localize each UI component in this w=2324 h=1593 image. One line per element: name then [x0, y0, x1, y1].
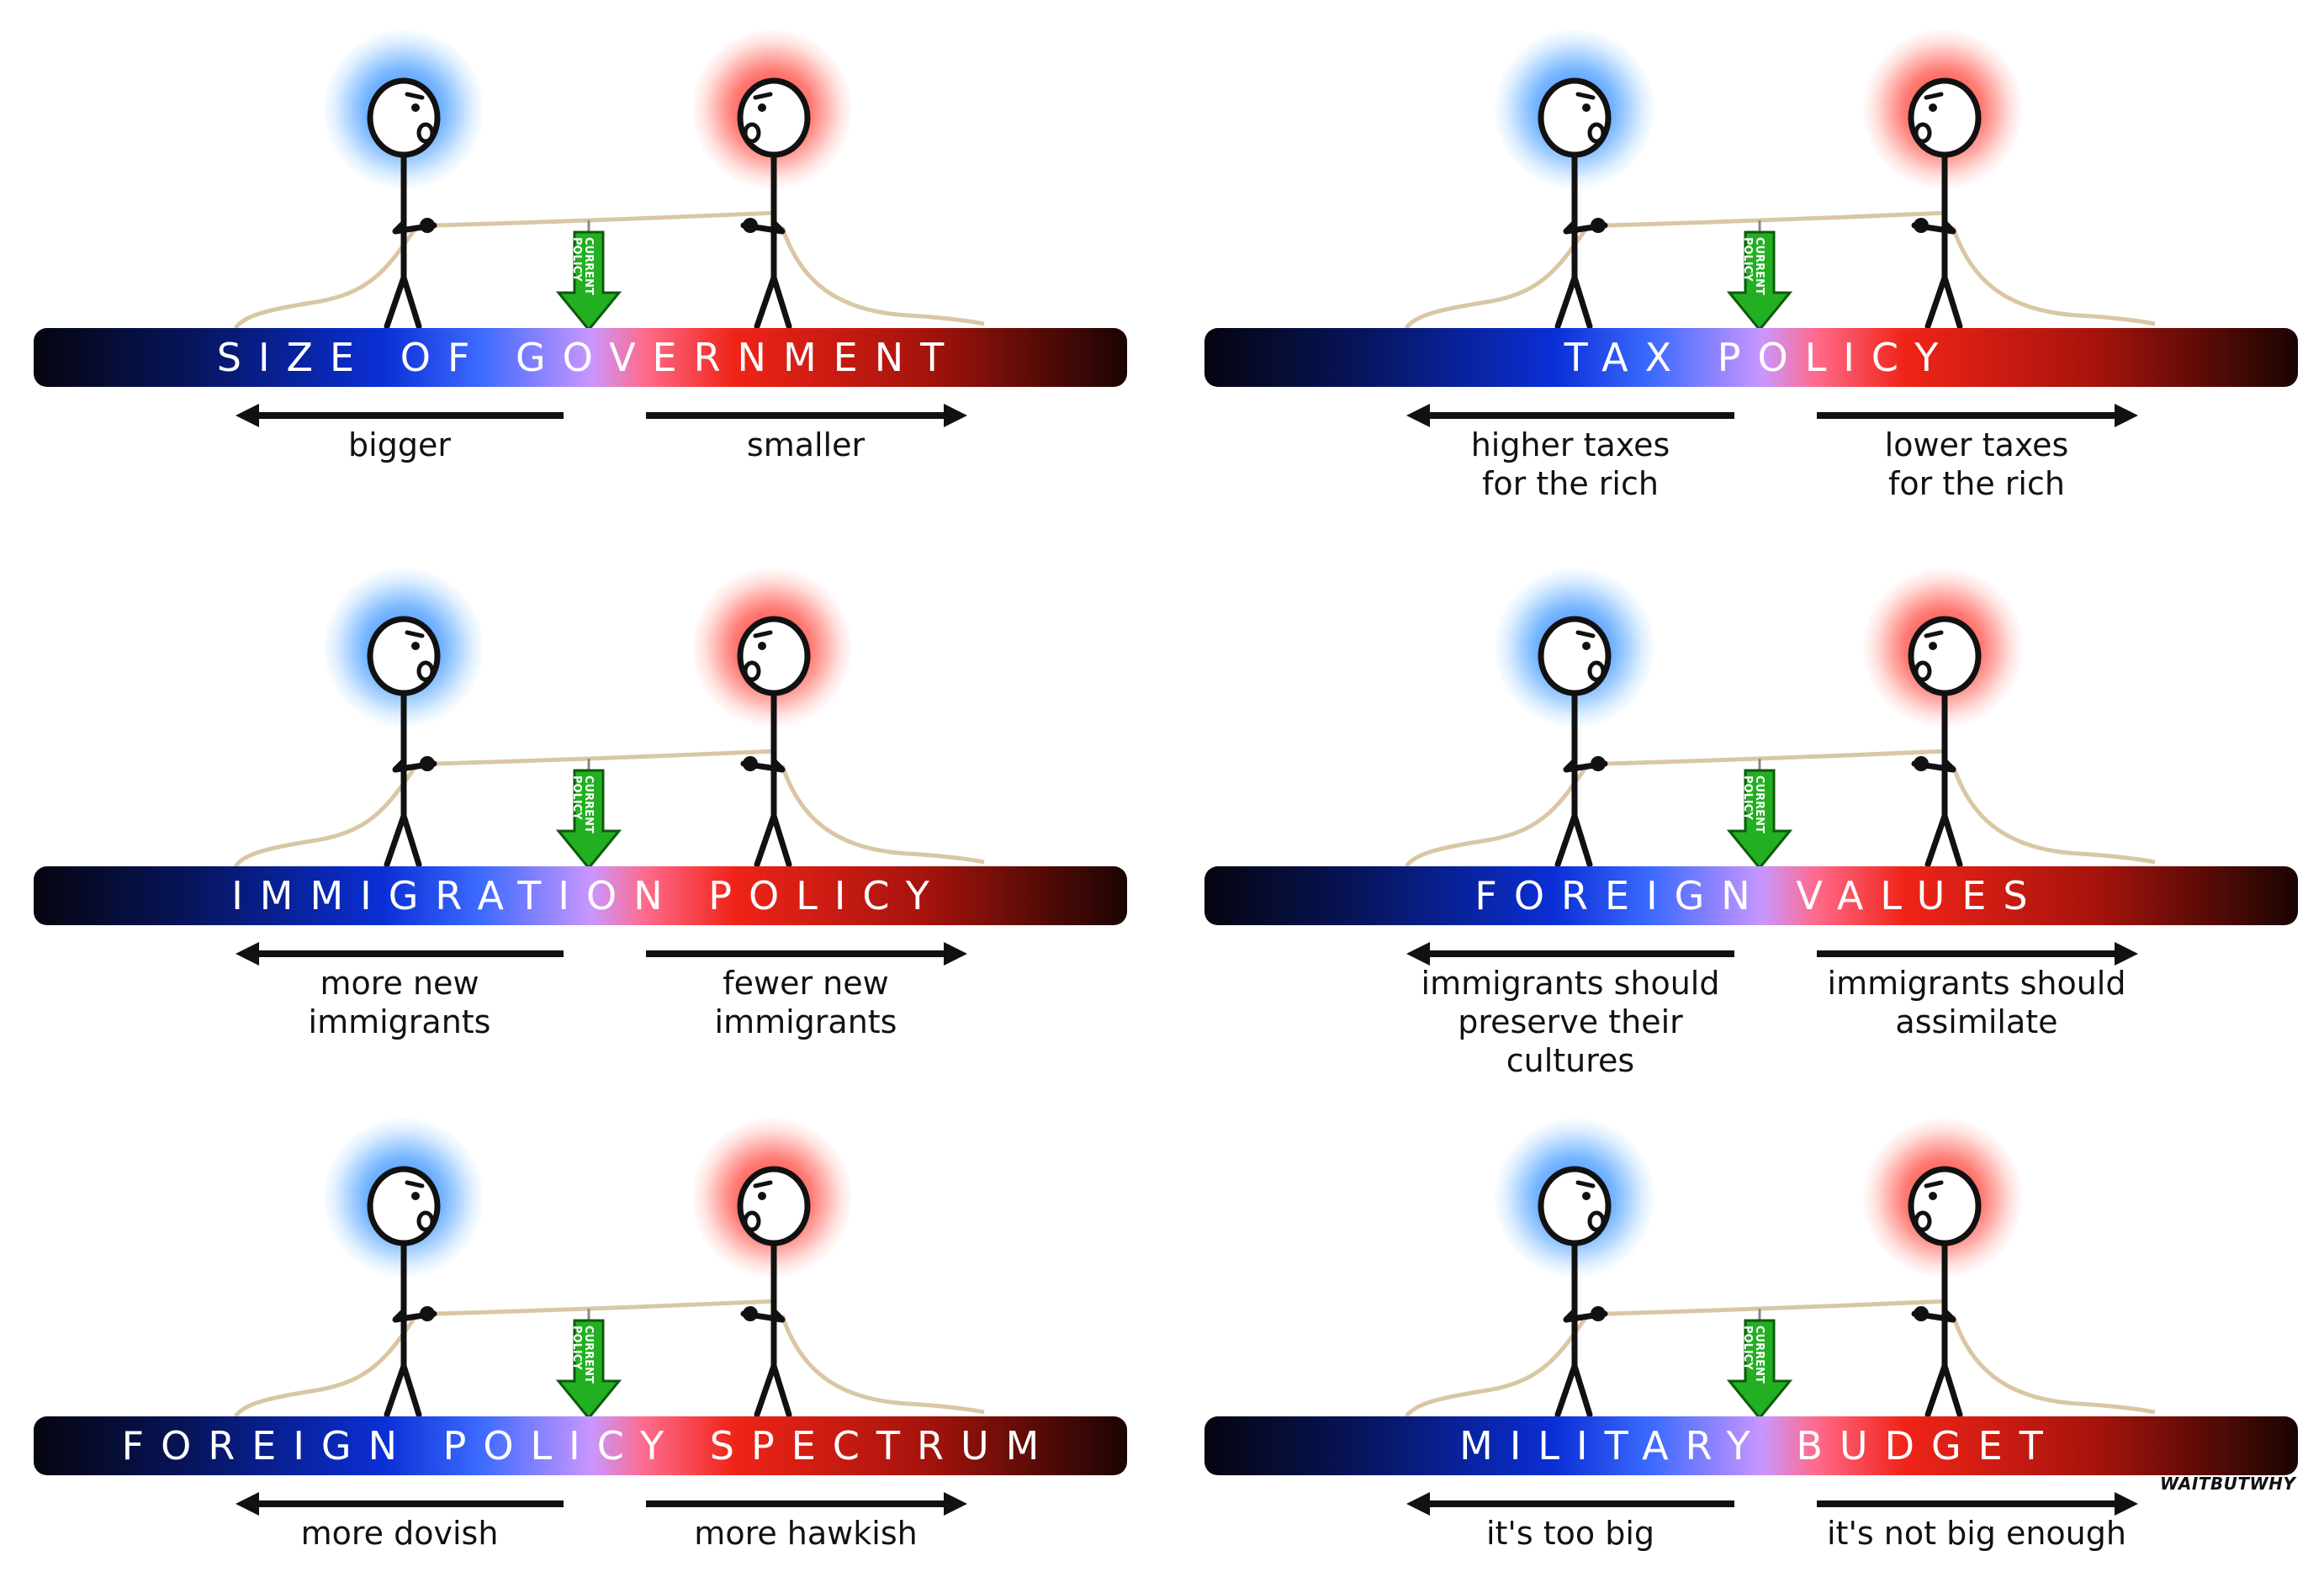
spectrum-bar: IMMIGRATION POLICY	[34, 866, 1127, 925]
right-direction-arrow-icon	[1817, 1492, 2138, 1516]
spectrum-panel: CURRENTPOLICY FOREIGN POLICY SPECTRUM more…	[34, 1088, 1127, 1593]
right-direction-arrow-icon	[1817, 942, 2138, 966]
rope	[435, 210, 776, 228]
spectrum-bar: FOREIGN VALUES	[1204, 866, 2298, 925]
right-position-label: fewer new immigrants	[714, 965, 897, 1040]
right-stick-figure	[1908, 77, 1982, 330]
right-position-label: it's not big enough	[1827, 1515, 2126, 1552]
spectrum-panel: CURRENTPOLICY SIZE OF GOVERNMENT bigger sma…	[34, 0, 1127, 505]
left-position-label: more dovish	[300, 1515, 499, 1552]
right-stick-figure	[737, 616, 811, 868]
right-direction-arrow-icon	[1817, 404, 2138, 427]
right-stick-figure	[1908, 1166, 1982, 1418]
spectrum-bar: SIZE OF GOVERNMENT	[34, 328, 1127, 387]
left-position-label: immigrants should preserve their culture…	[1421, 965, 1720, 1079]
left-direction-arrow-icon	[236, 942, 564, 966]
right-position-label: lower taxes for the rich	[1884, 426, 2069, 502]
rope-slack-right	[1951, 226, 2156, 326]
rope-slack-left	[233, 764, 419, 868]
spectrum-title: FOREIGN POLICY SPECTRUM	[121, 1423, 1056, 1469]
right-stick-figure	[1908, 616, 1982, 868]
current-policy-arrow-icon: CURRENTPOLICY	[555, 759, 622, 871]
right-position-label: more hawkish	[694, 1515, 918, 1552]
left-stick-figure	[367, 77, 441, 330]
left-stick-figure	[367, 616, 441, 868]
spectrum-bar: FOREIGN POLICY SPECTRUM	[34, 1416, 1127, 1475]
spectrum-bar: MILITARY BUDGET	[1204, 1416, 2298, 1475]
tug-of-war-illustration: CURRENTPOLICY	[1404, 1166, 2156, 1516]
right-position-label: immigrants should assimilate	[1827, 965, 2126, 1040]
left-direction-arrow-icon	[1406, 942, 1734, 966]
rope-slack-right	[780, 765, 985, 865]
rope	[1606, 210, 1947, 228]
left-position-label: higher taxes for the rich	[1470, 426, 1670, 502]
tug-of-war-illustration: CURRENTPOLICY	[233, 616, 985, 966]
left-stick-figure	[1538, 77, 1612, 330]
left-position-label: it's too big	[1485, 1515, 1655, 1552]
spectrum-panel: CURRENTPOLICY MILITARY BUDGET it's too big…	[1204, 1088, 2298, 1593]
rope	[1606, 1299, 1947, 1316]
spectrum-title: SIZE OF GOVERNMENT	[216, 335, 961, 380]
rope-slack-right	[780, 226, 985, 326]
spectrum-title: IMMIGRATION POLICY	[231, 873, 946, 918]
tug-of-war-illustration: CURRENTPOLICY	[1404, 77, 2156, 427]
tug-of-war-illustration: CURRENTPOLICY	[1404, 616, 2156, 966]
left-stick-figure	[367, 1166, 441, 1418]
current-policy-tag-text: CURRENTPOLICY	[570, 775, 595, 834]
current-policy-arrow-icon: CURRENTPOLICY	[1726, 1309, 1793, 1421]
waitbutwhy-logo: WAITBUTWHY	[2160, 1474, 2296, 1494]
rope	[1606, 749, 1947, 766]
left-direction-arrow-icon	[236, 1492, 564, 1516]
left-direction-arrow-icon	[1406, 404, 1734, 427]
current-policy-arrow-icon: CURRENTPOLICY	[1726, 220, 1793, 332]
spectrum-panel: CURRENTPOLICY FOREIGN VALUES immigrants sh…	[1204, 538, 2298, 1079]
rope-slack-right	[780, 1315, 985, 1415]
current-policy-arrow-icon: CURRENTPOLICY	[555, 1309, 622, 1421]
current-policy-tag-text: CURRENTPOLICY	[1741, 1326, 1765, 1384]
right-stick-figure	[737, 77, 811, 330]
right-direction-arrow-icon	[646, 404, 967, 427]
spectrum-title: TAX POLICY	[1564, 335, 1956, 380]
rope-slack-right	[1951, 1315, 2156, 1415]
left-stick-figure	[1538, 616, 1612, 868]
spectrum-panel: CURRENTPOLICY TAX POLICY higher taxes for …	[1204, 0, 2298, 505]
rope-slack-left	[1404, 225, 1590, 330]
left-position-label: bigger	[348, 426, 451, 463]
spectrum-title: FOREIGN VALUES	[1474, 873, 2045, 918]
left-direction-arrow-icon	[1406, 1492, 1734, 1516]
right-direction-arrow-icon	[646, 1492, 967, 1516]
left-direction-arrow-icon	[236, 404, 564, 427]
current-policy-tag-text: CURRENTPOLICY	[570, 237, 595, 295]
current-policy-tag-text: CURRENTPOLICY	[570, 1326, 595, 1384]
rope	[435, 749, 776, 766]
rope-slack-left	[1404, 764, 1590, 868]
tug-of-war-illustration: CURRENTPOLICY	[233, 77, 985, 427]
current-policy-arrow-icon: CURRENTPOLICY	[1726, 759, 1793, 871]
spectrum-title: MILITARY BUDGET	[1459, 1423, 2060, 1469]
left-stick-figure	[1538, 1166, 1612, 1418]
current-policy-tag-text: CURRENTPOLICY	[1741, 775, 1765, 834]
rope	[435, 1299, 776, 1316]
right-stick-figure	[737, 1166, 811, 1418]
spectrum-bar: TAX POLICY	[1204, 328, 2298, 387]
current-policy-tag-text: CURRENTPOLICY	[1741, 237, 1765, 295]
right-position-label: smaller	[746, 426, 866, 463]
rope-slack-left	[233, 225, 419, 330]
spectrum-panel: CURRENTPOLICY IMMIGRATION POLICY more new …	[34, 538, 1127, 1043]
current-policy-arrow-icon: CURRENTPOLICY	[555, 220, 622, 332]
tug-of-war-illustration: CURRENTPOLICY	[233, 1166, 985, 1516]
left-position-label: more new immigrants	[308, 965, 491, 1040]
rope-slack-left	[233, 1314, 419, 1418]
right-direction-arrow-icon	[646, 942, 967, 966]
rope-slack-left	[1404, 1314, 1590, 1418]
rope-slack-right	[1951, 765, 2156, 865]
